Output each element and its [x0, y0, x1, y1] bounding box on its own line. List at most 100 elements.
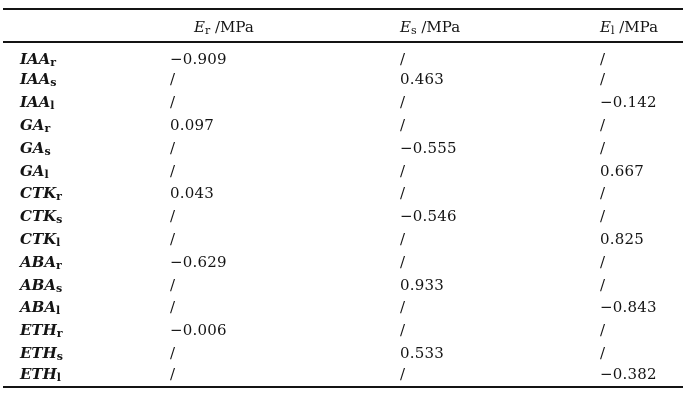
header-cell-es: Es /MPa — [400, 9, 600, 42]
row-label: CTKl — [3, 228, 170, 251]
cell-value: / — [600, 184, 606, 203]
cell-value: / — [400, 184, 406, 203]
cell-value: / — [170, 364, 176, 383]
cell-value: −0.382 — [600, 364, 657, 383]
table-body: IAAr −0.909 / / IAAs / 0.463 / IAAl / / … — [3, 42, 683, 387]
row-label: IAAl — [3, 91, 170, 114]
cell-value: / — [600, 207, 606, 226]
table-row: IAAr −0.909 / / — [3, 42, 683, 68]
row-label: IAAs — [3, 68, 170, 91]
row-label-text: ETH — [20, 321, 57, 340]
header-el-symbol: E — [600, 17, 611, 36]
row-label-text: GA — [20, 161, 45, 180]
row-label-sub: l — [56, 235, 61, 249]
row-label-text: GA — [20, 115, 45, 134]
row-label-sub: r — [55, 258, 62, 272]
row-label: GAs — [3, 136, 170, 159]
cell-value: / — [170, 93, 176, 112]
cell-value: / — [400, 298, 406, 317]
row-label: CTKr — [3, 182, 170, 205]
table-row: GAr 0.097 / / — [3, 114, 683, 137]
cell-value: 0.933 — [400, 275, 444, 294]
header-cell-er: Er /MPa — [170, 9, 400, 42]
row-label-sub: s — [44, 144, 51, 158]
row-label-sub: r — [44, 121, 51, 135]
cell-value: 0.533 — [400, 343, 444, 362]
header-er-symbol: E — [194, 17, 205, 36]
header-er-unit: /MPa — [210, 17, 254, 36]
correlation-table: Er /MPa Es /MPa El /MPa IAAr −0.909 / / … — [3, 8, 683, 389]
cell-value: −0.843 — [600, 298, 657, 317]
cell-value: −0.006 — [170, 321, 227, 340]
cell-value: / — [600, 115, 606, 134]
table-row: CTKr 0.043 / / — [3, 182, 683, 205]
header-cell-el: El /MPa — [600, 9, 683, 42]
cell-value: / — [600, 50, 606, 68]
table-row: ABAl / / −0.843 — [3, 296, 683, 319]
row-label-text: ABA — [20, 252, 56, 271]
row-label-sub: s — [56, 213, 63, 227]
row-label-text: ABA — [20, 275, 56, 294]
row-label-text: IAA — [20, 50, 51, 68]
cell-value: 0.463 — [400, 70, 444, 89]
cell-value: / — [170, 70, 176, 89]
cell-value: 0.043 — [170, 184, 214, 203]
table-row: ETHl / / −0.382 — [3, 364, 683, 387]
cell-value: / — [170, 275, 176, 294]
cell-value: 0.097 — [170, 115, 214, 134]
cell-value: / — [600, 321, 606, 340]
cell-value: / — [400, 229, 406, 248]
table-row: GAl / / 0.667 — [3, 159, 683, 182]
row-label: ABAr — [3, 250, 170, 273]
cell-value: 0.825 — [600, 229, 644, 248]
table-header: Er /MPa Es /MPa El /MPa — [3, 9, 683, 42]
header-er-subscript: r — [204, 23, 211, 37]
row-label-text: CTK — [20, 207, 57, 226]
row-label: ABAl — [3, 296, 170, 319]
cell-value: / — [400, 161, 406, 180]
cell-value: −0.546 — [400, 207, 457, 226]
row-label-text: ETH — [20, 343, 57, 362]
table-row: ABAr −0.629 / / — [3, 250, 683, 273]
row-label-text: GA — [20, 138, 45, 157]
row-label-text: IAA — [20, 93, 51, 112]
header-es-unit: /MPa — [416, 17, 461, 36]
header-el-unit: /MPa — [614, 17, 659, 36]
row-label-sub: r — [56, 190, 62, 204]
table-row: ABAs / 0.933 / — [3, 273, 683, 296]
cell-value: / — [170, 207, 176, 226]
cell-value: / — [400, 364, 406, 383]
row-label-sub: s — [55, 281, 63, 295]
row-label-sub: s — [50, 76, 57, 90]
row-label-text: CTK — [20, 184, 57, 203]
row-label-sub: l — [44, 167, 49, 181]
row-label: ETHr — [3, 319, 170, 342]
cell-value: / — [170, 161, 176, 180]
row-label-text: IAA — [20, 70, 51, 89]
row-label-sub: r — [56, 327, 63, 341]
cell-value: −0.142 — [600, 93, 657, 112]
row-label: ETHs — [3, 342, 170, 365]
cell-value: / — [600, 252, 606, 271]
header-es-symbol: E — [400, 17, 411, 36]
cell-value: / — [170, 298, 176, 317]
table-row: GAs / −0.555 / — [3, 136, 683, 159]
cell-value: / — [400, 321, 406, 340]
header-empty-cell — [3, 9, 170, 42]
cell-value: / — [400, 93, 406, 112]
row-label: ETHl — [3, 364, 170, 387]
cell-value: / — [600, 275, 606, 294]
header-row: Er /MPa Es /MPa El /MPa — [3, 9, 683, 42]
cell-value: −0.909 — [170, 50, 227, 68]
cell-value: −0.555 — [400, 138, 457, 157]
row-label: CTKs — [3, 205, 170, 228]
row-label-text: ABA — [20, 298, 56, 317]
row-label-sub: s — [56, 349, 63, 363]
header-el-subscript: l — [610, 23, 615, 37]
cell-value: / — [170, 229, 176, 248]
row-label: IAAr — [3, 42, 170, 68]
row-label: ABAs — [3, 273, 170, 296]
table-row: ETHs / 0.533 / — [3, 342, 683, 365]
cell-value: / — [170, 138, 176, 157]
